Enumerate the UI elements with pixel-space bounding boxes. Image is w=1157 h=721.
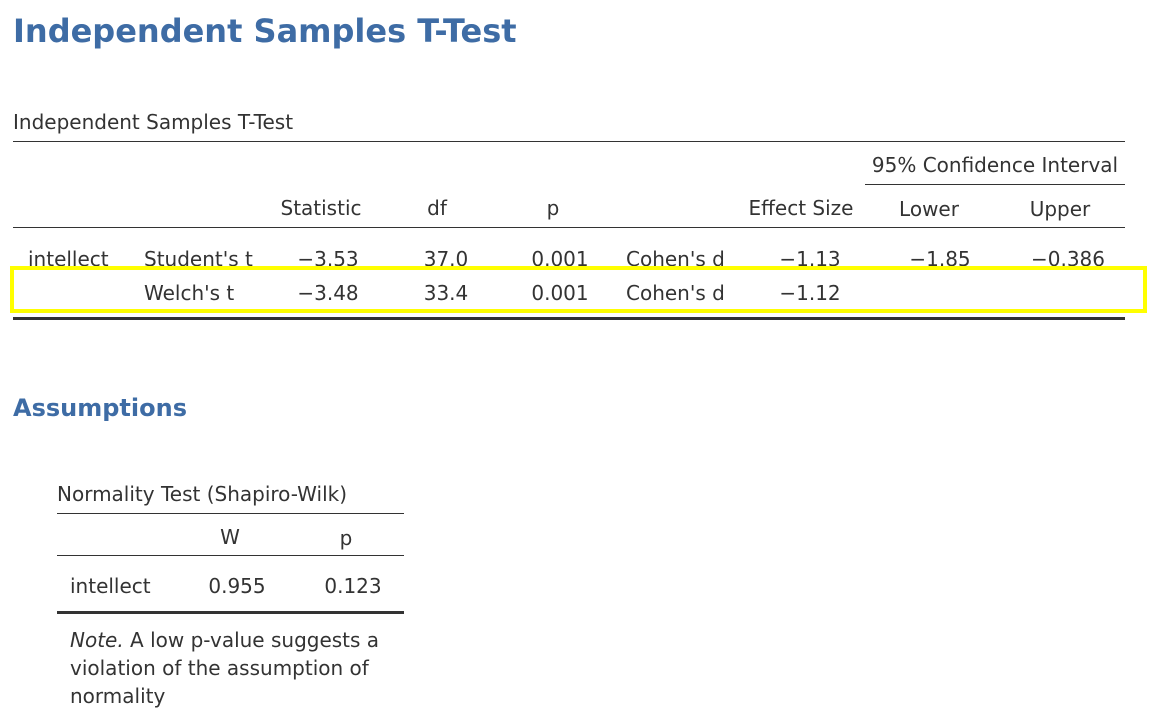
normality-top-rule [57, 513, 404, 514]
table-bottom-rule [13, 317, 1125, 320]
col-header-effect-size: Effect Size [748, 196, 854, 220]
cell-test: Student's t [144, 247, 253, 271]
normality-bottom-rule [57, 611, 404, 614]
cell-variable: intellect [28, 247, 109, 271]
cell-df: 37.0 [423, 247, 469, 271]
cell-upper: −0.386 [1030, 247, 1106, 271]
col-header-statistic: Statistic [280, 196, 362, 220]
ci-header-rule [865, 184, 1125, 185]
cell-effect-size: −1.13 [779, 247, 841, 271]
cell-p: 0.001 [531, 281, 589, 305]
normality-table-caption: Normality Test (Shapiro-Wilk) [57, 482, 348, 506]
cell-p: 0.123 [324, 574, 382, 598]
cell-df: 33.4 [423, 281, 469, 305]
col-header-p: p [339, 526, 353, 550]
table-note: Note. A low p-value suggests a violation… [70, 626, 390, 710]
cell-effect-type: Cohen's d [626, 247, 725, 271]
cell-w: 0.955 [208, 574, 266, 598]
cell-effect-type: Cohen's d [626, 281, 725, 305]
assumptions-heading: Assumptions [13, 394, 187, 422]
cell-test: Welch's t [144, 281, 235, 305]
note-label: Note. [70, 628, 124, 652]
header-bottom-rule [13, 227, 1125, 228]
cell-statistic: −3.48 [297, 281, 359, 305]
cell-p: 0.001 [531, 247, 589, 271]
col-header-w: W [220, 525, 240, 549]
normality-header-rule [57, 555, 404, 556]
col-header-p: p [546, 196, 560, 220]
ttest-table-caption: Independent Samples T-Test [13, 110, 294, 134]
cell-lower: −1.85 [909, 247, 971, 271]
cell-effect-size: −1.12 [779, 281, 841, 305]
ci-header: 95% Confidence Interval [871, 153, 1119, 177]
col-header-lower: Lower [899, 197, 959, 221]
cell-variable: intellect [70, 574, 151, 598]
col-header-upper: Upper [1029, 197, 1091, 221]
cell-statistic: −3.53 [297, 247, 359, 271]
col-header-df: df [427, 196, 447, 220]
table-top-rule [13, 141, 1125, 142]
note-text: A low p-value suggests a violation of th… [70, 628, 380, 708]
page-title: Independent Samples T-Test [13, 12, 517, 50]
